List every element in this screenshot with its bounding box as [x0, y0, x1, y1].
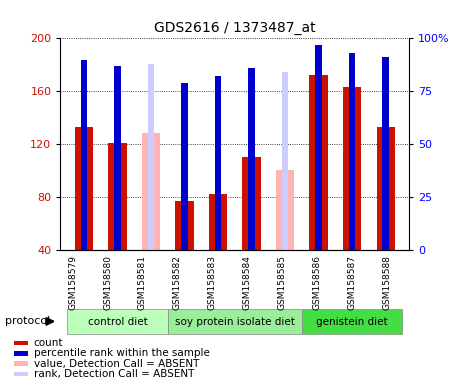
Bar — [181, 83, 188, 250]
Bar — [14, 351, 28, 356]
Bar — [302, 309, 403, 334]
Text: GSM158581: GSM158581 — [138, 255, 147, 310]
Text: count: count — [34, 338, 63, 348]
Bar — [215, 76, 221, 250]
Bar — [114, 66, 121, 250]
Text: GSM158588: GSM158588 — [382, 255, 391, 310]
Bar — [343, 87, 361, 250]
Bar — [75, 127, 93, 250]
Bar — [67, 309, 168, 334]
Bar — [276, 170, 294, 250]
Bar — [248, 68, 255, 250]
Bar — [349, 53, 355, 250]
Text: GSM158586: GSM158586 — [312, 255, 321, 310]
Text: GSM158583: GSM158583 — [208, 255, 217, 310]
Bar — [148, 64, 154, 250]
Bar — [282, 72, 288, 250]
Bar — [81, 60, 87, 250]
Text: soy protein isolate diet: soy protein isolate diet — [175, 316, 295, 327]
Bar — [14, 341, 28, 345]
Text: value, Detection Call = ABSENT: value, Detection Call = ABSENT — [34, 359, 199, 369]
Bar — [209, 194, 227, 250]
Text: protocol: protocol — [5, 316, 50, 326]
Bar — [242, 157, 261, 250]
Bar — [14, 372, 28, 376]
Text: GSM158580: GSM158580 — [103, 255, 112, 310]
Text: GSM158582: GSM158582 — [173, 255, 182, 310]
Bar — [383, 58, 389, 250]
Bar — [14, 361, 28, 366]
Bar — [175, 201, 194, 250]
Bar — [377, 127, 395, 250]
Text: rank, Detection Call = ABSENT: rank, Detection Call = ABSENT — [34, 369, 194, 379]
Bar — [142, 134, 160, 250]
Text: GSM158584: GSM158584 — [243, 255, 252, 310]
Text: GSM158579: GSM158579 — [68, 255, 77, 310]
Text: control diet: control diet — [87, 316, 147, 327]
Text: GSM158587: GSM158587 — [347, 255, 356, 310]
Text: percentile rank within the sample: percentile rank within the sample — [34, 348, 210, 358]
Bar — [309, 75, 328, 250]
Text: genistein diet: genistein diet — [316, 316, 388, 327]
Bar — [168, 309, 302, 334]
Title: GDS2616 / 1373487_at: GDS2616 / 1373487_at — [154, 21, 316, 35]
Bar — [315, 45, 322, 250]
Text: GSM158585: GSM158585 — [278, 255, 286, 310]
Bar — [108, 143, 126, 250]
